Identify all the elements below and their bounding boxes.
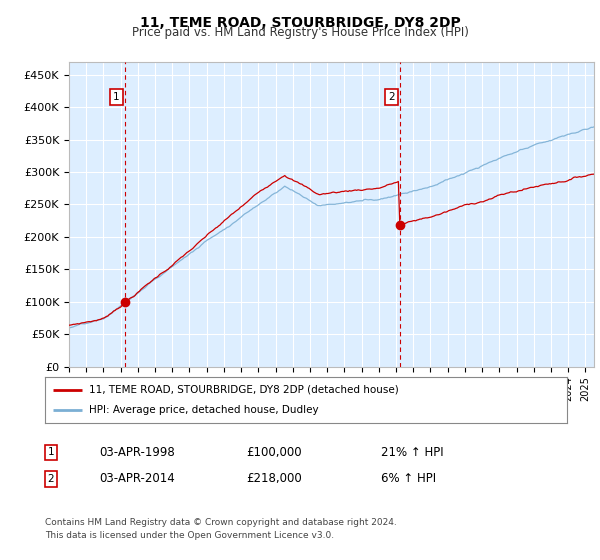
Text: 11, TEME ROAD, STOURBRIDGE, DY8 2DP: 11, TEME ROAD, STOURBRIDGE, DY8 2DP [140, 16, 460, 30]
Text: 11, TEME ROAD, STOURBRIDGE, DY8 2DP (detached house): 11, TEME ROAD, STOURBRIDGE, DY8 2DP (det… [89, 385, 399, 395]
Text: 2: 2 [47, 474, 55, 484]
Text: 2: 2 [388, 92, 395, 102]
Text: Contains HM Land Registry data © Crown copyright and database right 2024.
This d: Contains HM Land Registry data © Crown c… [45, 518, 397, 539]
Text: £100,000: £100,000 [246, 446, 302, 459]
Text: Price paid vs. HM Land Registry's House Price Index (HPI): Price paid vs. HM Land Registry's House … [131, 26, 469, 39]
Text: 03-APR-2014: 03-APR-2014 [99, 472, 175, 486]
Text: HPI: Average price, detached house, Dudley: HPI: Average price, detached house, Dudl… [89, 405, 319, 415]
Text: 03-APR-1998: 03-APR-1998 [99, 446, 175, 459]
Text: 21% ↑ HPI: 21% ↑ HPI [381, 446, 443, 459]
Text: £218,000: £218,000 [246, 472, 302, 486]
Text: 1: 1 [47, 447, 55, 458]
Text: 1: 1 [113, 92, 119, 102]
Text: 6% ↑ HPI: 6% ↑ HPI [381, 472, 436, 486]
